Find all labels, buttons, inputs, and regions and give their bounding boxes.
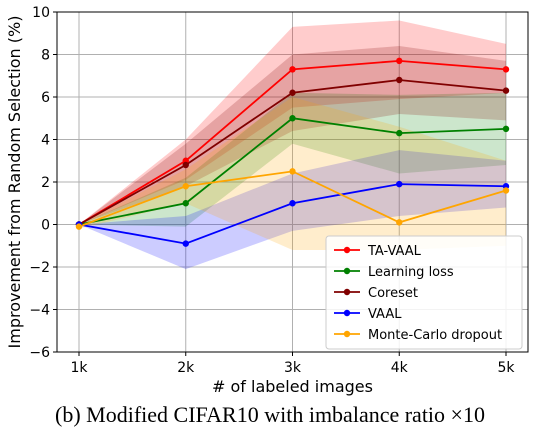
legend-label: Learning loss [368, 265, 454, 280]
axis-ticks: −6 −4 −2 0 2 4 6 8 10 1k 2k 3k 4k 5k [29, 5, 515, 376]
y-tick-label: 10 [32, 5, 50, 21]
legend-swatch-marker [343, 246, 351, 254]
chart-canvas: −6 −4 −2 0 2 4 6 8 10 1k 2k 3k 4k 5k # of labeled ima… [5, 5, 529, 396]
confidence-band [79, 92, 506, 227]
data-point [396, 76, 403, 84]
data-point [289, 168, 296, 175]
y-tick-label: −6 [29, 345, 50, 361]
y-tick-label: −4 [29, 303, 50, 319]
data-point [502, 87, 510, 94]
confidence-band [79, 46, 506, 225]
data-point [502, 125, 510, 133]
data-point [396, 180, 403, 188]
legend-swatch-marker [343, 267, 351, 275]
data-point [182, 240, 189, 247]
legend-swatch-marker [343, 330, 351, 338]
y-tick-label: −2 [29, 260, 50, 276]
data-point [289, 200, 296, 207]
data-point [182, 200, 189, 207]
data-point [182, 161, 189, 169]
data-point [289, 89, 296, 96]
data-point [75, 223, 83, 230]
legend-label: VAAL [368, 307, 402, 322]
x-tick-label: 4k [391, 360, 409, 376]
y-tick-label: 0 [41, 218, 50, 234]
data-point [396, 57, 403, 65]
figure-caption: (b) Modified CIFAR10 with imbalance rati… [55, 402, 485, 427]
y-axis-label: Improvement from Random Selection (%) [5, 16, 24, 349]
data-point [502, 66, 510, 73]
x-tick-label: 3k [284, 360, 302, 376]
data-point [396, 219, 403, 226]
y-tick-label: 2 [41, 175, 50, 191]
legend-label: Coreset [368, 286, 418, 301]
x-tick-label: 2k [177, 360, 195, 376]
data-point [182, 183, 189, 190]
data-point [289, 66, 296, 73]
confidence-bands [79, 20, 506, 270]
series-points [75, 57, 510, 247]
data-point [289, 115, 296, 122]
y-tick-label: 6 [41, 90, 50, 106]
y-tick-label: 4 [41, 133, 50, 149]
legend-box [325, 235, 523, 350]
data-point [502, 187, 510, 194]
x-tick-label: 1k [70, 360, 88, 376]
legend-swatch-marker [343, 309, 351, 317]
x-tick-label: 5k [497, 360, 515, 376]
legend-swatch-marker [343, 288, 351, 296]
legend-label: Monte-Carlo dropout [368, 328, 502, 343]
legend-label: TA-VAAL [367, 244, 422, 259]
y-tick-label: 8 [41, 48, 50, 64]
legend: TA-VAAL Learning loss Coreset VAAL Monte-Car… [325, 235, 523, 350]
confidence-band [79, 20, 506, 225]
x-axis-label: # of labeled images [212, 377, 373, 396]
data-point [396, 129, 403, 137]
confidence-band [79, 150, 506, 270]
